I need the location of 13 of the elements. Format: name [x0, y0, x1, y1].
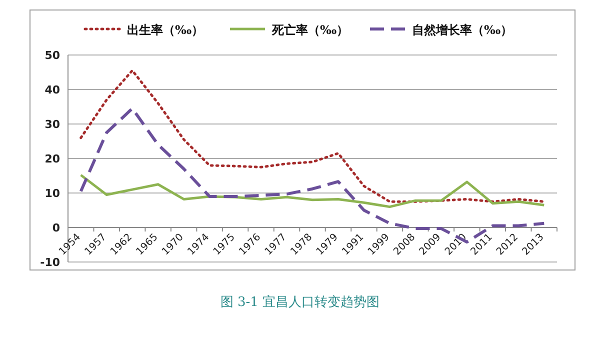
y-tick-label: 40: [44, 84, 60, 96]
line-series: [80, 174, 546, 208]
y-tick-label: 30: [44, 118, 60, 131]
y-tick-label: 20: [44, 152, 60, 166]
legend-label: 死亡率（‰）: [271, 23, 349, 37]
caption: 图 3-1 宜昌人口转变趋势图: [220, 294, 380, 310]
y-tick-label: -10: [40, 256, 60, 269]
legend-label: 出生率（‰）: [127, 23, 204, 37]
y-tick-label: 10: [44, 187, 60, 200]
line-series: [80, 69, 546, 203]
y-tick-label: 50: [44, 49, 60, 62]
legend-label: 自然增长率（‰）: [412, 23, 513, 37]
y-tick-label: 0: [52, 222, 60, 234]
